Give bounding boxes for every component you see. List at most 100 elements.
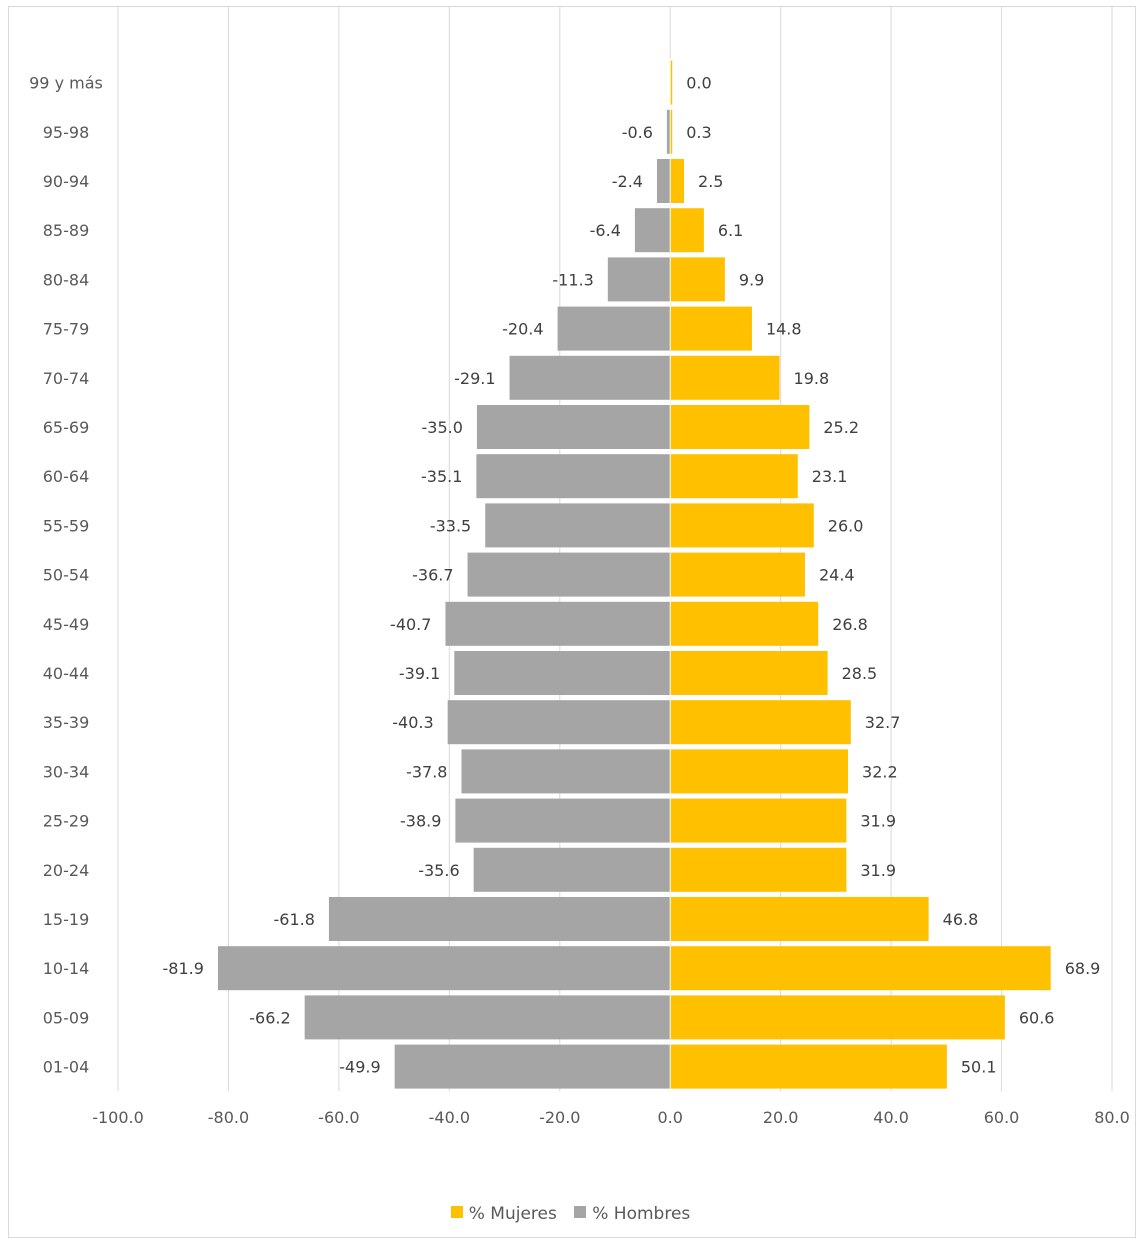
x-tick-labels: -100.0 -80.0 -60.0 -40.0 -20.0 0.0 20.0 40.0 60.… — [92, 1108, 1130, 1127]
category-label: 15-19 — [43, 910, 90, 929]
bar-mujeres — [670, 651, 828, 695]
bar-hombres — [328, 897, 671, 941]
bar-mujeres — [670, 897, 929, 941]
bar-mujeres — [670, 946, 1051, 991]
bar-hombres — [485, 503, 671, 548]
data-label-hombres: -29.1 — [454, 369, 495, 388]
data-label-mujeres: 46.8 — [943, 910, 979, 929]
bar-hombres — [634, 208, 671, 253]
category-label: 30-34 — [43, 762, 90, 781]
data-label-hombres: -35.0 — [422, 418, 463, 437]
data-label-mujeres: 68.9 — [1065, 959, 1101, 978]
x-tick-label: 80.0 — [1094, 1108, 1130, 1127]
legend-label-women: % Mujeres — [468, 1204, 557, 1224]
data-label-hombres: -2.4 — [612, 172, 643, 191]
data-label-mujeres: 28.5 — [842, 664, 878, 683]
data-label-mujeres: 25.2 — [823, 418, 859, 437]
bar-hombres — [557, 306, 671, 351]
data-label-mujeres: 60.6 — [1019, 1008, 1055, 1027]
category-label: 35-39 — [43, 713, 90, 732]
data-label-mujeres: 31.9 — [860, 861, 896, 880]
bar-hombres — [461, 749, 671, 794]
x-tick-label: -40.0 — [429, 1108, 470, 1127]
bar-mujeres — [670, 798, 847, 843]
data-label-mujeres: 9.9 — [739, 270, 764, 289]
legend: % Mujeres % Hombres — [0, 1204, 1141, 1224]
bar-hombres — [607, 257, 671, 302]
bar-hombres — [394, 1044, 671, 1089]
x-tick-label: 40.0 — [873, 1108, 909, 1127]
x-tick-label: -80.0 — [208, 1108, 249, 1127]
x-tick-label: -20.0 — [539, 1108, 580, 1127]
bar-hombres — [454, 651, 671, 695]
bar-hombres — [467, 552, 671, 597]
data-label-mujeres: 32.7 — [865, 713, 901, 732]
bar-hombres — [509, 355, 671, 400]
legend-item-women: % Mujeres — [450, 1204, 557, 1224]
legend-label-men: % Hombres — [592, 1204, 691, 1224]
bar-mujeres — [670, 355, 780, 400]
bar-mujeres — [670, 208, 704, 253]
bar-mujeres — [670, 257, 725, 302]
bar-mujeres — [670, 454, 798, 499]
data-label-mujeres: 32.2 — [862, 762, 898, 781]
data-label-mujeres: 31.9 — [860, 812, 896, 831]
bar-hombres — [455, 798, 671, 843]
data-label-hombres: -39.1 — [399, 664, 440, 683]
bar-hombres — [217, 946, 671, 991]
data-label-hombres: -11.3 — [552, 270, 593, 289]
category-label: 90-94 — [43, 172, 90, 191]
data-label-hombres: -37.8 — [406, 762, 447, 781]
category-label: 85-89 — [43, 221, 90, 240]
legend-swatch-women — [450, 1206, 463, 1218]
bar-hombres — [476, 405, 671, 449]
category-label: 45-49 — [43, 615, 90, 634]
data-label-hombres: -20.4 — [502, 320, 543, 339]
category-label: 20-24 — [43, 861, 90, 880]
bar-hombres — [447, 700, 671, 745]
data-label-hombres: -40.3 — [392, 713, 433, 732]
category-labels: 99 y más 95-98 90-94 85-89 80-84 75-79 70-74 65… — [29, 74, 103, 1077]
bar-mujeres — [670, 847, 847, 892]
data-label-hombres: -81.9 — [163, 959, 204, 978]
bar-hombres — [473, 847, 671, 892]
bar-mujeres — [670, 159, 685, 203]
bar-mujeres — [670, 995, 1005, 1040]
category-label: 70-74 — [43, 369, 90, 388]
bar-hombres — [445, 601, 671, 646]
bar-hombres — [304, 995, 671, 1040]
category-label: 25-29 — [43, 812, 90, 831]
bar-mujeres — [670, 552, 805, 597]
category-label: 75-79 — [43, 320, 90, 339]
x-tick-label: 60.0 — [984, 1108, 1020, 1127]
data-label-hombres: -33.5 — [430, 516, 471, 535]
category-label: 65-69 — [43, 418, 90, 437]
x-tick-label: 20.0 — [763, 1108, 799, 1127]
data-label-mujeres: 23.1 — [812, 467, 848, 486]
bar-mujeres — [670, 700, 851, 745]
data-label-hombres: -61.8 — [274, 910, 315, 929]
legend-swatch-men — [574, 1206, 587, 1218]
bar-mujeres — [670, 749, 849, 794]
bar-mujeres — [670, 109, 673, 154]
data-label-mujeres: 14.8 — [766, 320, 802, 339]
category-label: 99 y más — [29, 74, 103, 93]
bar-mujeres — [670, 306, 752, 351]
data-label-hombres: -36.7 — [412, 566, 453, 585]
bar-mujeres — [670, 503, 814, 548]
bars — [217, 58, 1051, 1092]
category-label: 10-14 — [43, 959, 90, 978]
data-label-hombres: -6.4 — [590, 221, 621, 240]
x-tick-label: 0.0 — [657, 1108, 682, 1127]
data-label-mujeres: 0.3 — [686, 123, 711, 142]
category-label: 80-84 — [43, 270, 90, 289]
legend-item-men: % Hombres — [574, 1204, 690, 1224]
bar-mujeres — [670, 601, 819, 646]
bar-hombres — [666, 109, 671, 154]
data-label-mujeres: 26.8 — [832, 615, 868, 634]
data-label-mujeres: 19.8 — [794, 369, 830, 388]
x-tick-label: -60.0 — [318, 1108, 359, 1127]
bar-mujeres — [670, 60, 673, 105]
data-label-hombres: -35.6 — [418, 861, 459, 880]
